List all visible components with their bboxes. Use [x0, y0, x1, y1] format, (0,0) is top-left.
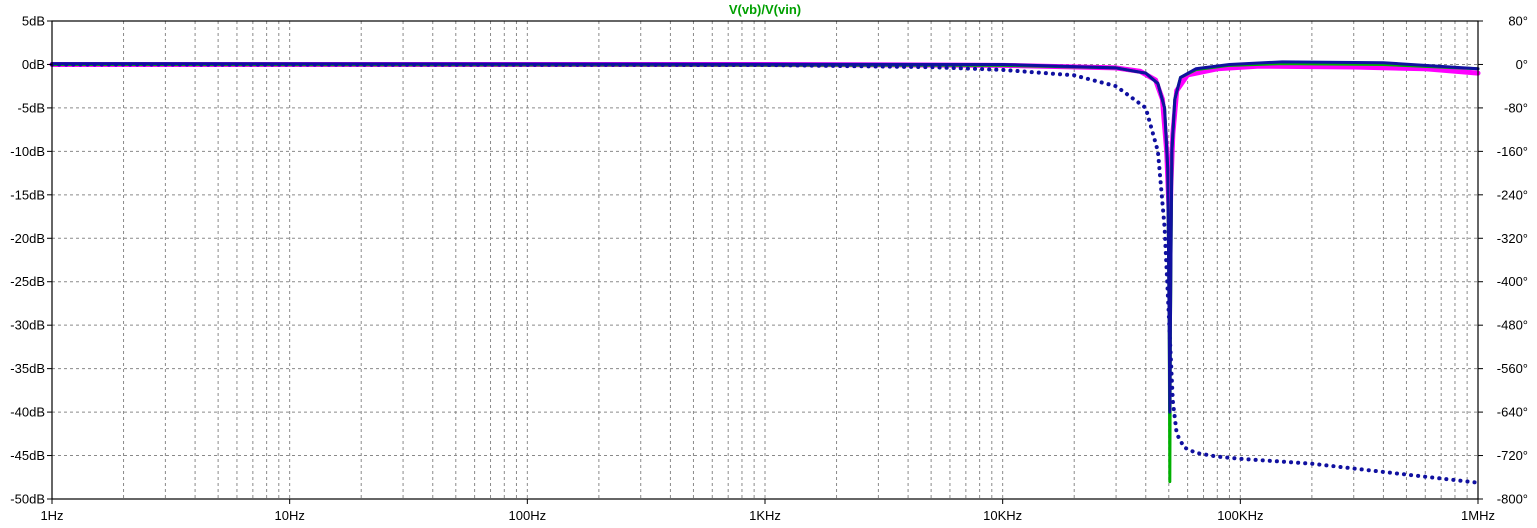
- y2-tick-label: -800°: [1497, 492, 1528, 507]
- y2-tick-label: -480°: [1497, 318, 1528, 333]
- x-tick-label: 10KHz: [983, 508, 1022, 523]
- y-tick-label: -45dB: [10, 448, 45, 463]
- y2-tick-label: 0°: [1516, 57, 1528, 72]
- x-tick-label: 100Hz: [509, 508, 547, 523]
- chart-title: V(vb)/V(vin): [729, 2, 801, 17]
- plot-frame: [51, 20, 1479, 500]
- y2-tick-label: -320°: [1497, 231, 1528, 246]
- y2-tick-label: -720°: [1497, 448, 1528, 463]
- x-tick-label: 100KHz: [1217, 508, 1263, 523]
- y2-tick-label: -160°: [1497, 144, 1528, 159]
- y-tick-label: -30dB: [10, 318, 45, 333]
- y-tick-label: -40dB: [10, 405, 45, 420]
- plot-traces: [49, 60, 1481, 485]
- y2-tick-label: -80°: [1504, 100, 1528, 115]
- series-line-3: [50, 60, 1480, 414]
- y-tick-label: -50dB: [10, 492, 45, 507]
- y2-tick-label: 80°: [1508, 14, 1528, 29]
- y-tick-label: -35dB: [10, 361, 45, 376]
- y-tick-label: -20dB: [10, 231, 45, 246]
- y-tick-label: -15dB: [10, 187, 45, 202]
- y2-tick-label: -240°: [1497, 187, 1528, 202]
- y-tick-label: 0dB: [22, 57, 45, 72]
- x-tick-label: 1Hz: [40, 508, 63, 523]
- y2-tick-label: -640°: [1497, 405, 1528, 420]
- y2-tick-label: -400°: [1497, 274, 1528, 289]
- x-tick-label: 1KHz: [749, 508, 781, 523]
- x-tick-label: 1MHz: [1461, 508, 1495, 523]
- y-tick-label: -25dB: [10, 274, 45, 289]
- y2-tick-label: -560°: [1497, 361, 1528, 376]
- y-tick-label: -5dB: [18, 100, 45, 115]
- grid-lines: [52, 21, 1478, 499]
- x-tick-label: 10Hz: [274, 508, 304, 523]
- y-tick-label: 5dB: [22, 14, 45, 29]
- y-tick-label: -10dB: [10, 144, 45, 159]
- axis-ticks: 5dB 0dB -5dB -10dB -15dB -20dB -25dB -30dB -35dB…: [10, 14, 1528, 524]
- series-line-4: [50, 62, 1480, 485]
